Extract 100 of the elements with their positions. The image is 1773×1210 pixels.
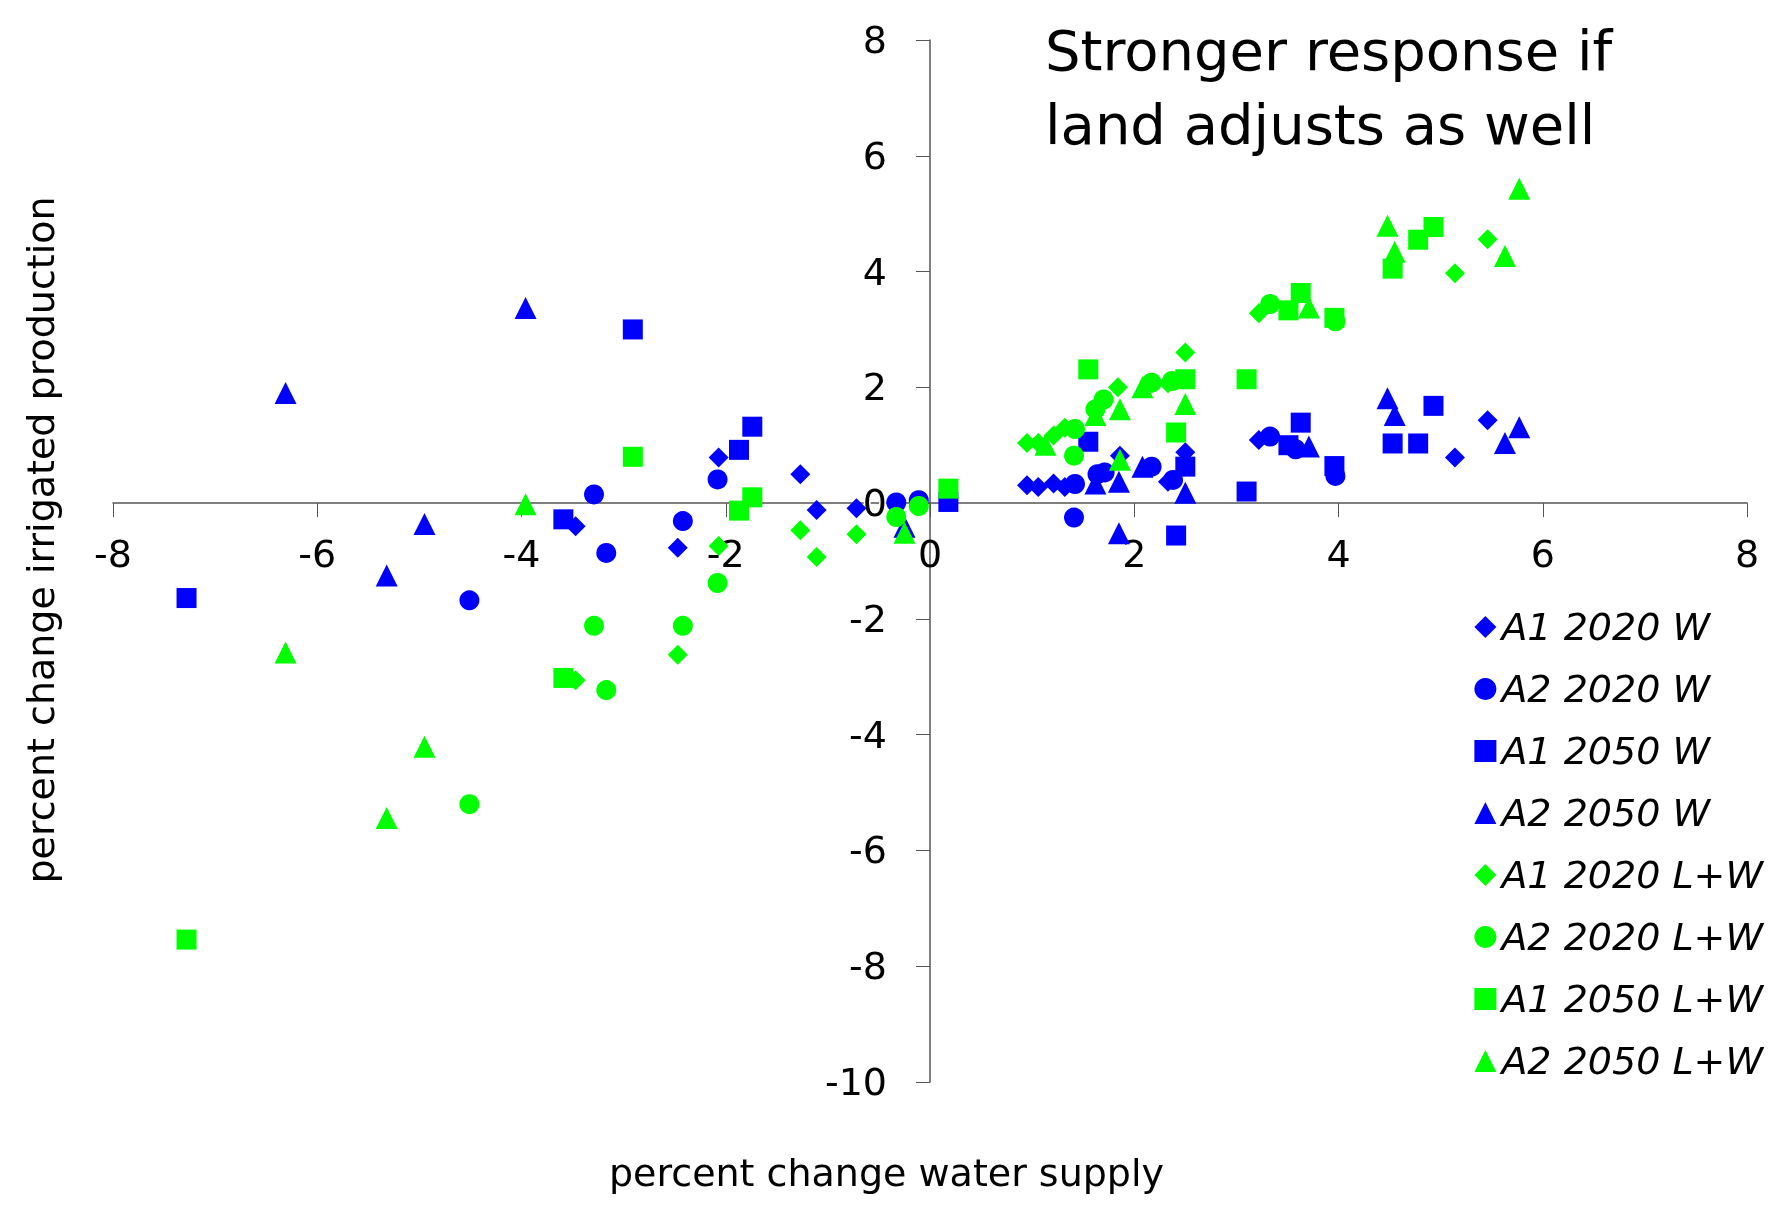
point [1508, 177, 1531, 200]
x-tick-label: 0 [917, 532, 943, 577]
point [622, 446, 643, 467]
point [1444, 263, 1465, 284]
point [459, 794, 480, 815]
point [375, 564, 398, 587]
point [1408, 229, 1429, 250]
point [1236, 481, 1257, 502]
point [1174, 481, 1197, 504]
point [790, 520, 811, 541]
point [1065, 474, 1086, 494]
point [514, 297, 537, 320]
point [176, 929, 197, 950]
x-tick-label: -4 [502, 532, 541, 577]
legend-label: A1 2050 W [1498, 729, 1712, 773]
legend-label: A2 2020 L+W [1498, 915, 1765, 959]
point [1260, 426, 1281, 447]
y-tick-label: 2 [862, 365, 887, 410]
point [1175, 342, 1196, 363]
x-tick-label: 8 [1734, 532, 1760, 577]
y-tick-label: -10 [824, 1060, 887, 1104]
point [1376, 214, 1399, 237]
point [514, 493, 537, 516]
legend-label: A1 2020 L+W [1498, 853, 1765, 897]
y-tick-label: 6 [862, 133, 887, 178]
point [1477, 410, 1498, 431]
legend-label: A2 2050 L+W [1498, 1039, 1765, 1083]
legend-label: A2 2020 W [1498, 667, 1712, 711]
point [846, 524, 867, 545]
point [176, 588, 197, 609]
point [672, 615, 693, 636]
point [708, 447, 729, 468]
x-tick-label: -2 [706, 532, 745, 577]
point [1064, 507, 1084, 528]
point [596, 542, 617, 563]
point [1175, 369, 1196, 390]
point [707, 469, 728, 490]
point [1107, 470, 1130, 493]
point [742, 416, 763, 437]
point [1175, 456, 1196, 477]
point [375, 807, 398, 830]
point [1174, 393, 1197, 416]
point [1376, 387, 1399, 410]
point [846, 498, 867, 519]
point [1297, 296, 1320, 319]
point [1508, 416, 1531, 439]
point [1108, 448, 1131, 471]
point [938, 478, 959, 499]
y-tick-label: 8 [862, 18, 887, 62]
point [742, 487, 763, 508]
point [1166, 525, 1187, 546]
point [553, 509, 574, 530]
x-axis-title: percent change water supply [608, 1151, 1165, 1195]
point [806, 500, 827, 521]
point [1028, 476, 1049, 497]
legend-label: A2 2050 W [1498, 791, 1712, 835]
point [667, 537, 688, 558]
point [622, 319, 643, 340]
point [1278, 300, 1299, 321]
point [729, 439, 750, 460]
point [1324, 456, 1345, 477]
point [1290, 412, 1311, 433]
point [1260, 293, 1281, 314]
y-tick-label: -4 [849, 712, 887, 757]
point [1383, 240, 1406, 263]
point [1477, 229, 1498, 250]
legend-label: A1 2020 W [1498, 605, 1712, 649]
point [274, 382, 297, 405]
point [908, 496, 929, 516]
y-tick-label: -8 [849, 944, 887, 989]
point [1131, 455, 1154, 478]
x-tick-label: -6 [298, 532, 337, 577]
point [1408, 433, 1429, 454]
point [274, 641, 297, 664]
point [790, 464, 811, 485]
point [1236, 369, 1257, 390]
x-tick-label: 4 [1326, 532, 1351, 577]
point [596, 680, 617, 701]
point [1093, 389, 1114, 410]
point [584, 615, 605, 636]
point [667, 644, 688, 665]
y-tick-label: 4 [862, 249, 887, 294]
point [1078, 359, 1099, 380]
point [1107, 377, 1128, 398]
y-tick-label: 0 [862, 481, 887, 526]
point [1064, 445, 1084, 466]
point [1423, 395, 1444, 416]
x-tick-label: -8 [94, 532, 132, 577]
point [413, 735, 436, 758]
legend-label: A1 2050 L+W [1498, 977, 1765, 1021]
point [553, 667, 574, 688]
point [806, 546, 827, 567]
chart-title: Stronger response if land adjusts as well [1045, 17, 1614, 157]
point [459, 590, 480, 611]
point [1382, 433, 1403, 454]
y-tick-label: -2 [849, 596, 887, 641]
x-tick-label: 6 [1530, 532, 1555, 577]
point [1444, 447, 1465, 468]
y-axis-title: percent change irrigated production [19, 196, 63, 884]
point [1297, 435, 1320, 458]
